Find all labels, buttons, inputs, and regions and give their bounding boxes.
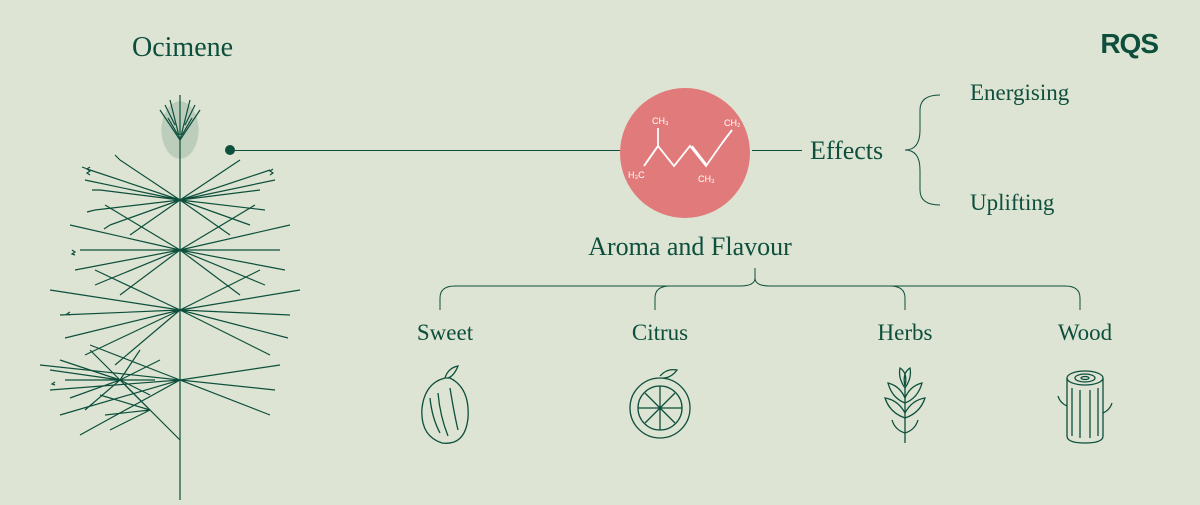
effect-item: Uplifting bbox=[970, 190, 1054, 216]
connector-line bbox=[230, 150, 620, 151]
effect-item: Energising bbox=[970, 80, 1069, 106]
aroma-item-label: Wood bbox=[1025, 320, 1145, 346]
aroma-bracket bbox=[385, 268, 1125, 318]
effects-connector bbox=[752, 150, 802, 151]
brand-logo: RQS bbox=[1100, 28, 1158, 60]
aroma-item-label: Sweet bbox=[385, 320, 505, 346]
plant-illustration bbox=[20, 80, 340, 500]
herbs-icon bbox=[870, 358, 940, 448]
effects-label: Effects bbox=[810, 136, 883, 166]
aroma-item-herbs: Herbs bbox=[845, 320, 965, 448]
aroma-item-label: Herbs bbox=[845, 320, 965, 346]
molecule-label: CH₃ bbox=[652, 116, 669, 126]
molecule-label: CH₃ bbox=[698, 174, 715, 184]
aroma-item-label: Citrus bbox=[600, 320, 720, 346]
citrus-icon bbox=[625, 358, 695, 448]
aroma-item-wood: Wood bbox=[1025, 320, 1145, 448]
wood-icon bbox=[1050, 358, 1120, 448]
molecule-label: CH₂ bbox=[724, 118, 741, 128]
mango-icon bbox=[410, 358, 480, 448]
aroma-label: Aroma and Flavour bbox=[560, 232, 820, 262]
molecule-label: H₃C bbox=[628, 170, 645, 180]
page-title: Ocimene bbox=[132, 32, 233, 64]
aroma-item-sweet: Sweet bbox=[385, 320, 505, 448]
molecule-structure: CH₃ CH₃ H₃C CH₂ bbox=[620, 88, 750, 218]
aroma-item-citrus: Citrus bbox=[600, 320, 720, 448]
effects-bracket bbox=[900, 90, 960, 210]
